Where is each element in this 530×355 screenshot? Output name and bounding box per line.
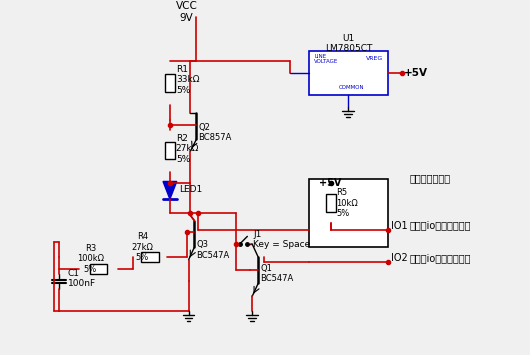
Text: J1
Key = Space: J1 Key = Space xyxy=(253,230,311,249)
Text: U1
LM7805CT: U1 LM7805CT xyxy=(325,33,372,53)
Text: IO2: IO2 xyxy=(392,253,408,263)
Text: R3
100kΩ
5%: R3 100kΩ 5% xyxy=(77,244,104,274)
Text: +5V: +5V xyxy=(404,68,428,78)
Text: 单片机io口，输出状态: 单片机io口，输出状态 xyxy=(409,253,471,263)
Text: R2
27kΩ
5%: R2 27kΩ 5% xyxy=(176,134,199,164)
Bar xyxy=(326,194,335,212)
Bar xyxy=(165,74,175,92)
Text: VREG: VREG xyxy=(366,56,383,61)
Text: IO1: IO1 xyxy=(392,220,408,231)
Text: LED1: LED1 xyxy=(179,185,202,194)
Bar xyxy=(165,142,175,159)
Polygon shape xyxy=(163,181,177,199)
Text: VCC
9V: VCC 9V xyxy=(175,1,198,23)
Text: Q3
BC547A: Q3 BC547A xyxy=(197,240,229,260)
Text: 单片机io口，输入状态: 单片机io口，输入状态 xyxy=(409,220,471,231)
Text: 单片机内部上拉: 单片机内部上拉 xyxy=(409,174,450,184)
FancyBboxPatch shape xyxy=(309,51,387,95)
Text: R1
33kΩ
5%: R1 33kΩ 5% xyxy=(176,65,199,95)
Text: R5
10kΩ
5%: R5 10kΩ 5% xyxy=(337,188,358,218)
Bar xyxy=(309,179,387,247)
Text: LINE
VOLTAGE: LINE VOLTAGE xyxy=(314,54,338,64)
Text: +5V: +5V xyxy=(319,179,341,189)
Text: COMMON: COMMON xyxy=(339,85,364,90)
Bar xyxy=(90,264,107,274)
Text: R4
27kΩ
5%: R4 27kΩ 5% xyxy=(131,232,153,262)
Text: C1
100nF: C1 100nF xyxy=(68,269,96,288)
Bar xyxy=(142,252,159,262)
Text: Q2
BC857A: Q2 BC857A xyxy=(198,123,232,142)
Text: Q1
BC547A: Q1 BC547A xyxy=(260,264,293,283)
